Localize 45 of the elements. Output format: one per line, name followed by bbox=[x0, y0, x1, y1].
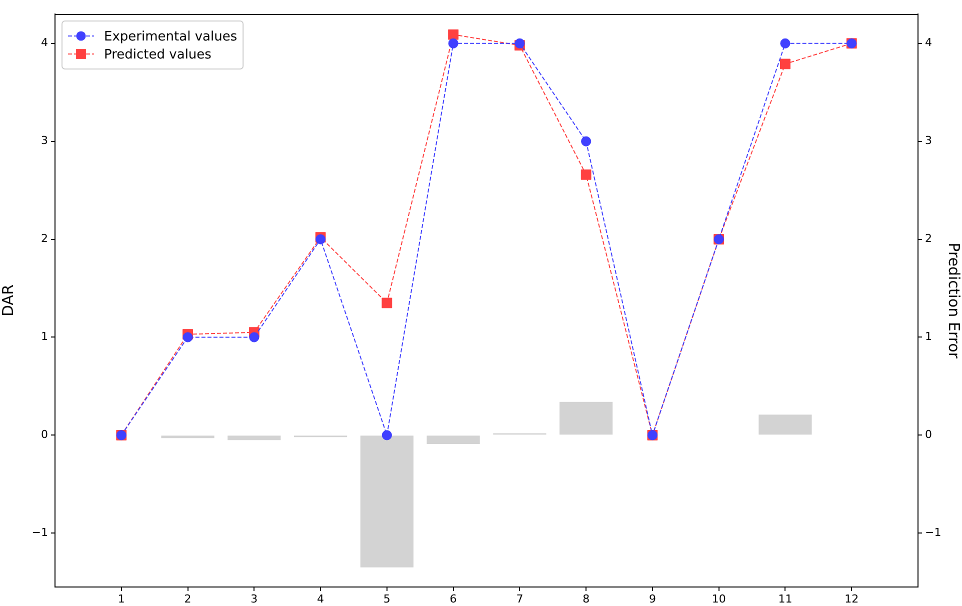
x-tick-label: 1 bbox=[118, 592, 125, 606]
y-tick-label: 0 bbox=[41, 428, 48, 442]
legend-label: Predicted values bbox=[104, 47, 212, 62]
x-tick-label: 7 bbox=[516, 592, 524, 606]
x-tick-label: 5 bbox=[383, 592, 390, 606]
point bbox=[249, 332, 260, 342]
point bbox=[182, 332, 193, 342]
bar bbox=[426, 436, 480, 444]
bar bbox=[161, 436, 214, 438]
y-tick-label: 1 bbox=[41, 330, 48, 344]
point bbox=[581, 136, 592, 146]
point bbox=[780, 38, 790, 48]
x-tick-label: 10 bbox=[712, 592, 726, 606]
y-axis-title: DAR bbox=[0, 284, 17, 316]
x-tick-label: 6 bbox=[450, 592, 457, 606]
point bbox=[580, 169, 592, 180]
y2-tick-label: 2 bbox=[925, 232, 932, 246]
y2-axis-title: Prediction Error bbox=[945, 242, 962, 360]
y2-tick-label: 4 bbox=[925, 36, 932, 50]
point bbox=[448, 38, 458, 48]
bar bbox=[228, 436, 281, 440]
y2-tick-label: 1 bbox=[925, 330, 932, 344]
x-tick-label: 11 bbox=[778, 592, 792, 606]
bar bbox=[758, 414, 812, 435]
point bbox=[448, 29, 459, 40]
y-tick-label: 3 bbox=[41, 134, 48, 148]
bar bbox=[360, 436, 414, 568]
point bbox=[780, 58, 790, 70]
x-tick-label: 4 bbox=[317, 592, 324, 606]
x-tick-label: 8 bbox=[582, 592, 590, 606]
x-tick-label: 3 bbox=[250, 592, 258, 606]
point bbox=[382, 430, 392, 440]
x-tick-label: 2 bbox=[184, 592, 192, 606]
y2-tick-label: 3 bbox=[925, 134, 932, 148]
y-tick-label: −1 bbox=[32, 526, 48, 539]
point bbox=[514, 38, 525, 48]
y-tick-label: 4 bbox=[41, 36, 48, 50]
y2-tick-label: −1 bbox=[925, 526, 942, 539]
bar bbox=[560, 402, 613, 435]
legend-label: Experimental values bbox=[104, 29, 238, 44]
x-tick-label: 9 bbox=[648, 592, 656, 606]
y-tick-label: 2 bbox=[41, 232, 48, 246]
x-tick-label: 12 bbox=[844, 592, 859, 606]
point bbox=[382, 298, 392, 308]
y2-tick-label: 0 bbox=[925, 428, 932, 442]
